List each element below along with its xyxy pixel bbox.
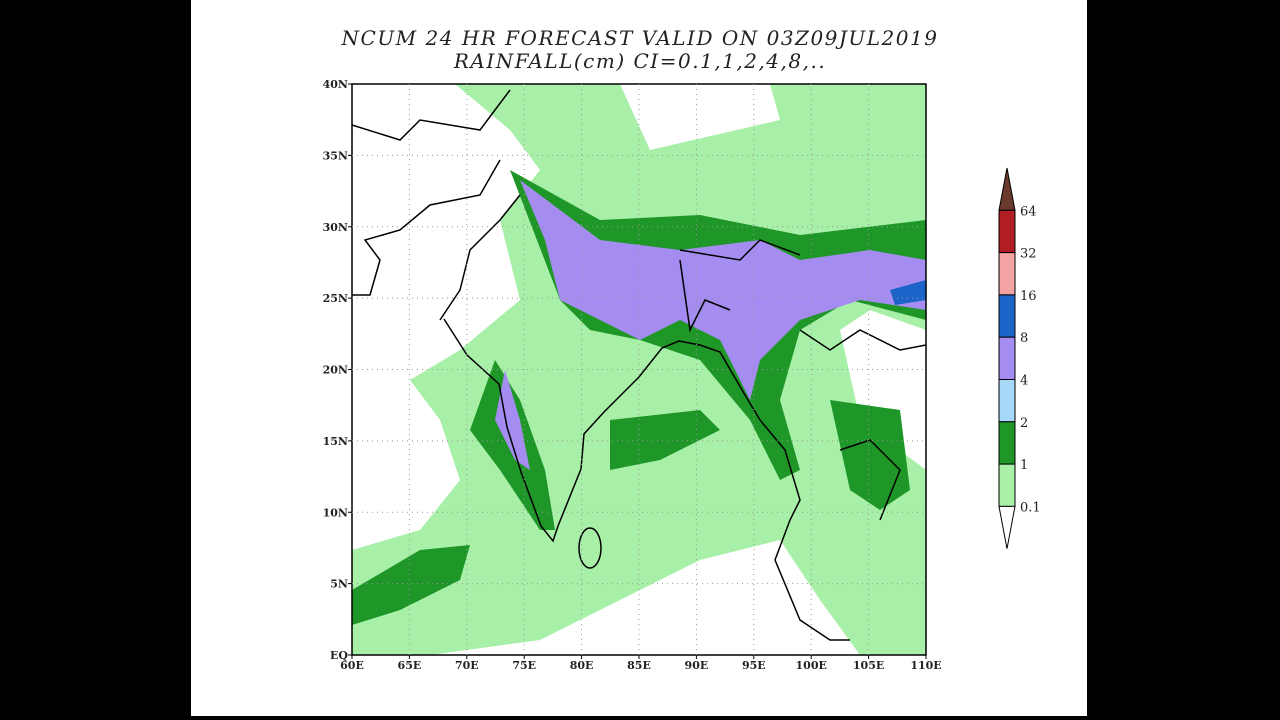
colorbar-label: 4: [1020, 374, 1028, 389]
lat-label: EQ: [330, 649, 348, 662]
lat-label: 30N: [323, 221, 348, 234]
colorbar-label: 1: [1020, 458, 1028, 473]
colorbar-arrow: [998, 505, 1016, 549]
colorbar-box: [998, 252, 1016, 296]
coast: [443, 318, 850, 641]
rain-very-heavy: [890, 280, 926, 305]
colorbar-label: 64: [1020, 204, 1037, 219]
title: NCUM 24 HR FORECAST VALID ON 03Z09JUL201…: [341, 26, 939, 50]
lat-label: 35N: [323, 149, 348, 162]
lon-label: 95E: [742, 659, 766, 672]
lat-label: 15N: [323, 435, 348, 448]
borders: [351, 89, 927, 521]
colorbar-label: 0.1: [1020, 500, 1041, 515]
lon-label: 80E: [570, 659, 594, 672]
lat-label: 25N: [323, 292, 348, 305]
colorbar-arrow: [998, 167, 1016, 211]
sri-lanka: [578, 527, 602, 569]
lat-label: 20N: [323, 364, 348, 377]
lat-label: 40N: [323, 78, 348, 91]
lon-label: 70E: [455, 659, 479, 672]
subtitle: RAINFALL(cm) CI=0.1,1,2,4,8,..: [453, 49, 826, 73]
colorbar-box: [998, 463, 1016, 507]
lon-label: 65E: [398, 659, 422, 672]
lat-label: 10N: [323, 506, 348, 519]
lon-label: 90E: [685, 659, 709, 672]
lon-label: 105E: [853, 659, 884, 672]
colorbar-box: [998, 336, 1016, 381]
lon-label: 60E: [340, 659, 364, 672]
lon-label: 110E: [910, 659, 941, 672]
rain-moderate: [352, 545, 470, 625]
colorbar-box: [998, 379, 1016, 423]
colorbar-box: [998, 209, 1016, 254]
lat-label: 5N: [330, 578, 348, 591]
colorbar-box: [998, 294, 1016, 338]
lon-label: 85E: [627, 659, 651, 672]
lon-label: 75E: [512, 659, 536, 672]
rain-moderate: [610, 410, 720, 470]
colorbar-label: 32: [1020, 247, 1037, 262]
lon-label: 100E: [796, 659, 827, 672]
colorbar-label: 8: [1020, 331, 1028, 346]
colorbar-label: 16: [1020, 289, 1037, 304]
rain-moderate: [830, 400, 910, 510]
colorbar-box: [998, 421, 1016, 465]
colorbar-label: 2: [1020, 416, 1028, 431]
coastlines: [351, 89, 927, 641]
rain-heavy: [520, 180, 926, 400]
rain-heavy: [495, 370, 530, 470]
